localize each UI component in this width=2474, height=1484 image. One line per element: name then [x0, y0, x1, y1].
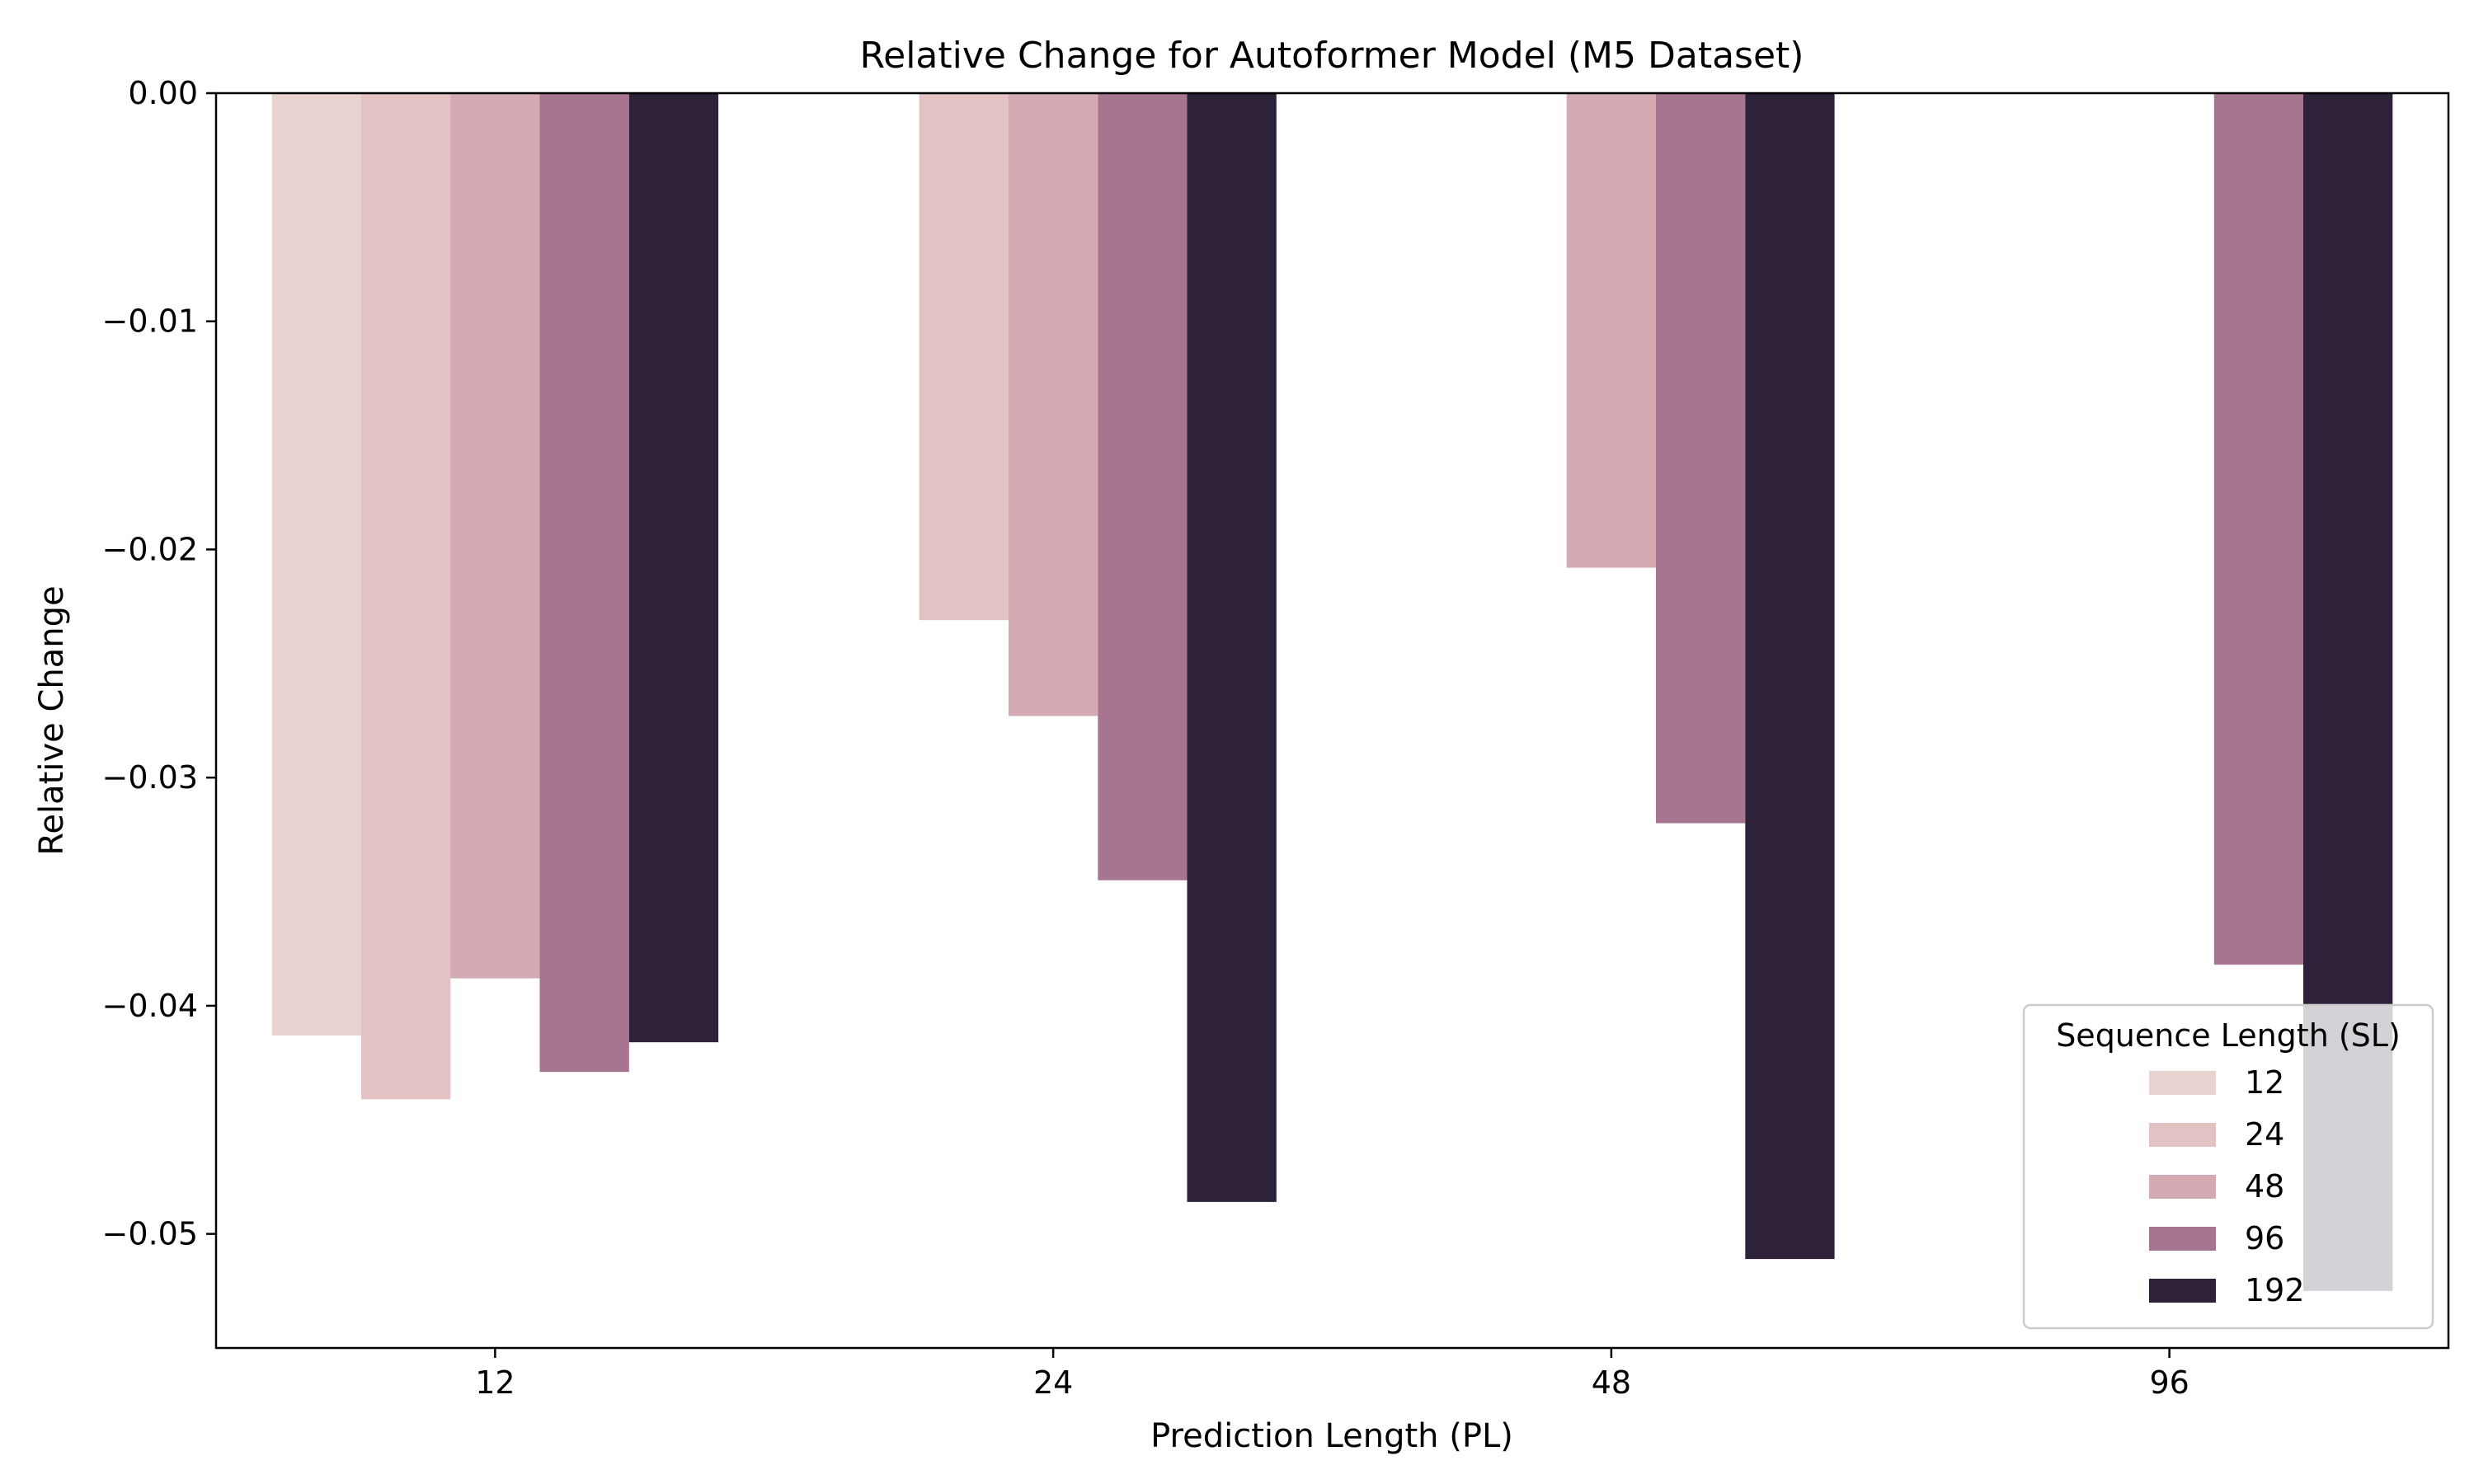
bar-pl24-sl24 — [919, 93, 1009, 621]
bar-pl12-sl96 — [539, 93, 629, 1073]
legend-label: 48 — [2245, 1168, 2284, 1205]
y-tick-label: −0.02 — [102, 531, 198, 567]
bar-pl12-sl24 — [361, 93, 451, 1100]
legend-label: 192 — [2245, 1272, 2305, 1308]
x-tick-label: 48 — [1592, 1364, 1631, 1401]
x-axis: 12 24 48 96 — [475, 1348, 2189, 1401]
x-tick-label: 24 — [1033, 1364, 1073, 1401]
legend-swatch-12 — [2149, 1071, 2216, 1095]
bar-pl12-sl48 — [450, 93, 540, 979]
legend-label: 96 — [2245, 1220, 2284, 1256]
bar-pl48-sl48 — [1566, 93, 1656, 568]
legend-swatch-48 — [2149, 1175, 2216, 1199]
y-tick-label: −0.04 — [102, 988, 198, 1024]
y-axis: 0.00 −0.01 −0.02 −0.03 −0.04 −0.05 — [102, 75, 216, 1252]
x-tick-label: 96 — [2149, 1364, 2189, 1401]
x-tick-label: 12 — [475, 1364, 515, 1401]
plot-frame — [214, 92, 2450, 1350]
bar-pl24-sl192 — [1187, 93, 1277, 1202]
legend-swatch-24 — [2149, 1123, 2216, 1147]
legend-box — [2022, 1003, 2434, 1330]
bar-pl48-sl96 — [1656, 93, 1746, 824]
y-tick-label: −0.01 — [102, 303, 198, 340]
legend-swatch-192 — [2149, 1279, 2216, 1303]
bar-pl12-sl192 — [628, 93, 719, 1043]
legend-label: 24 — [2245, 1116, 2284, 1153]
legend: Sequence Length (SL) 12 24 48 96 192 — [2022, 1003, 2434, 1330]
y-tick-label: −0.03 — [102, 759, 198, 796]
y-tick-label: 0.00 — [128, 75, 198, 111]
legend-title: Sequence Length (SL) — [2056, 1017, 2401, 1054]
chart-title: Relative Change for Autoformer Model (M5… — [860, 35, 1804, 77]
y-tick-label: −0.05 — [102, 1216, 198, 1252]
bar-pl24-sl48 — [1009, 93, 1098, 716]
bar-pl48-sl192 — [1745, 93, 1835, 1260]
bar-pl24-sl96 — [1098, 93, 1188, 881]
bar-pl96-sl96 — [2213, 93, 2304, 965]
x-axis-label: Prediction Length (PL) — [1150, 1417, 1513, 1455]
y-axis-label: Relative Change — [33, 585, 71, 855]
legend-swatch-96 — [2149, 1227, 2216, 1251]
bar-pl12-sl12 — [271, 93, 361, 1036]
legend-label: 12 — [2245, 1064, 2284, 1101]
